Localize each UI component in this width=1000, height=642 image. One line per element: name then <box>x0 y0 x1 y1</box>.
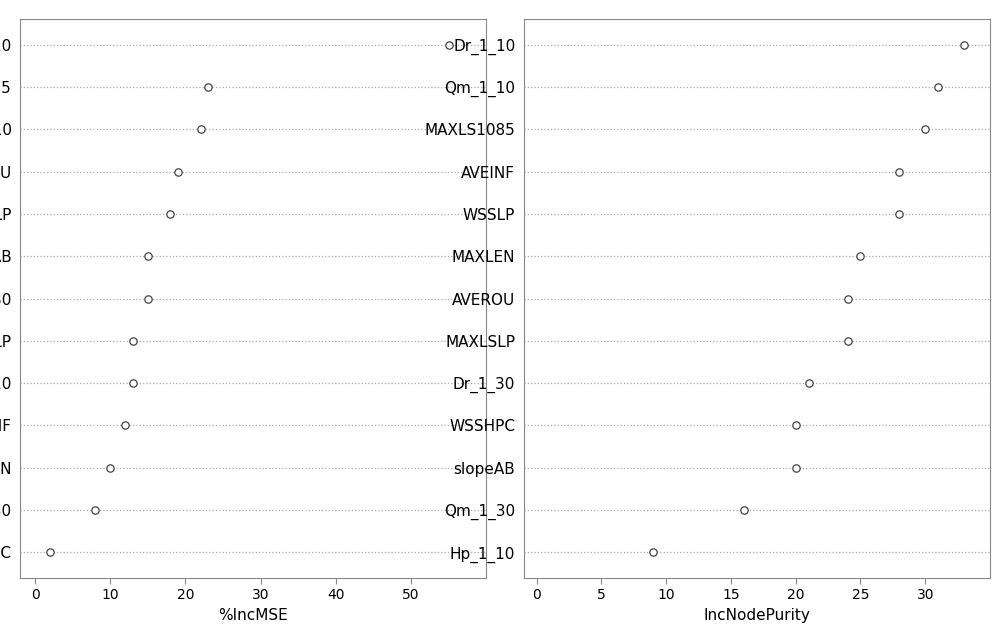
Point <box>102 463 118 473</box>
Point <box>917 124 933 134</box>
Point <box>801 378 817 388</box>
Point <box>930 82 946 92</box>
Point <box>162 209 178 219</box>
Point <box>87 505 103 516</box>
Point <box>200 82 216 92</box>
Point <box>193 124 209 134</box>
Point <box>42 547 58 557</box>
Point <box>852 251 868 261</box>
Point <box>117 421 133 431</box>
Point <box>840 336 856 346</box>
X-axis label: %IncMSE: %IncMSE <box>218 608 288 623</box>
Point <box>645 547 661 557</box>
Point <box>441 40 457 50</box>
Point <box>736 505 752 516</box>
Point <box>891 166 907 177</box>
Point <box>956 40 972 50</box>
Point <box>788 421 804 431</box>
Point <box>788 463 804 473</box>
Point <box>125 378 141 388</box>
Point <box>170 166 186 177</box>
X-axis label: IncNodePurity: IncNodePurity <box>703 608 810 623</box>
Point <box>140 251 156 261</box>
Point <box>125 336 141 346</box>
Point <box>891 209 907 219</box>
Point <box>840 293 856 304</box>
Point <box>140 293 156 304</box>
